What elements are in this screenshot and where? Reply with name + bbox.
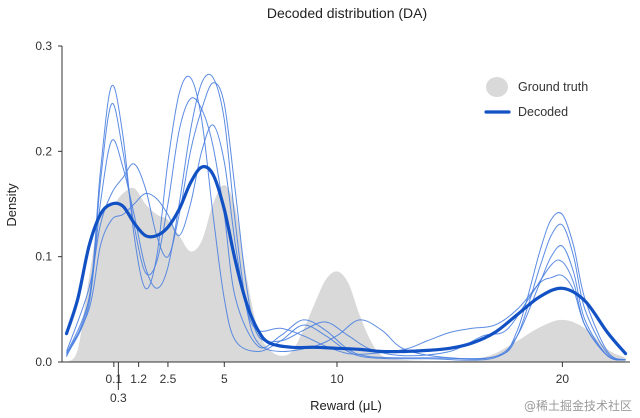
legend: Ground truth Decoded [484, 77, 588, 119]
legend-label-ground-truth: Ground truth [518, 80, 588, 94]
x-tick-label: 5 [221, 372, 228, 386]
watermark: @稀土掘金技术社区 [523, 399, 632, 413]
decoded-line [64, 165, 628, 356]
x-tick-label: 1.2 [130, 372, 147, 386]
y-tick-label: 0.1 [35, 250, 52, 264]
y-tick-label: 0.3 [35, 39, 52, 53]
y-tick-label: 0.2 [35, 144, 52, 158]
x-tick-label: 0.1 [105, 372, 122, 386]
axes: 0.00.10.20.30.10.31.2 2.5 5 10 20 [35, 39, 630, 405]
x-tick-label: 20 [556, 372, 570, 386]
y-axis-title: Density [4, 183, 19, 227]
run-line-2 [66, 97, 626, 361]
chart-title: Decoded distribution (DA) [267, 5, 427, 21]
x-tick-label: 10 [330, 372, 344, 386]
ground-truth-area [66, 184, 626, 362]
x-axis-title: Reward (μL) [310, 398, 382, 413]
x-tick-label: 2.5 [160, 372, 177, 386]
run-line-3 [66, 73, 626, 361]
legend-label-decoded: Decoded [518, 105, 568, 119]
run-line-5 [66, 124, 626, 361]
y-tick-label: 0.0 [35, 355, 52, 369]
legend-swatch-ground-truth [486, 77, 508, 97]
plot-area [64, 73, 628, 362]
x-tick-label: 0.3 [110, 391, 127, 405]
